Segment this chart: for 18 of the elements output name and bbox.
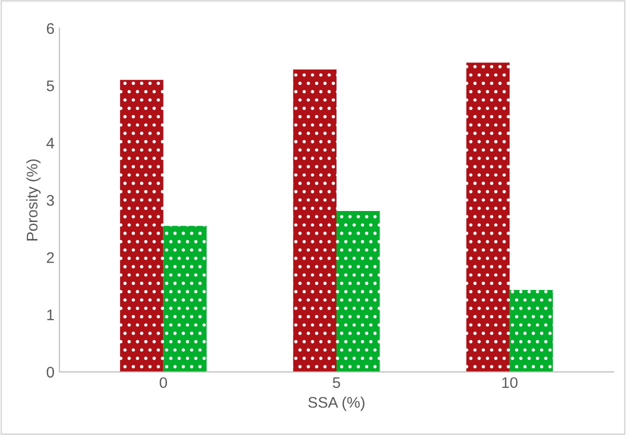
y-tick-label: 4: [46, 138, 54, 148]
y-tick-label: 6: [46, 23, 54, 34]
y-tick-label: 5: [46, 80, 54, 92]
x-tick-label: 10: [502, 377, 518, 388]
bar: [120, 80, 164, 372]
x-tick-label: 5: [332, 377, 340, 388]
bar: [163, 226, 207, 372]
y-tick-label: 2: [46, 252, 54, 263]
y-axis-title: Porosity (%): [26, 159, 41, 240]
y-tick-label: 1: [47, 310, 54, 320]
y-tick-label: 0: [46, 366, 54, 378]
x-tick-label: 0: [160, 377, 167, 388]
y-tick-label: 3: [46, 194, 54, 206]
bar: [510, 290, 553, 372]
bar: [466, 62, 510, 372]
bar: [336, 210, 380, 372]
x-axis-title: SSA (%): [308, 396, 364, 411]
bar: [293, 70, 336, 372]
